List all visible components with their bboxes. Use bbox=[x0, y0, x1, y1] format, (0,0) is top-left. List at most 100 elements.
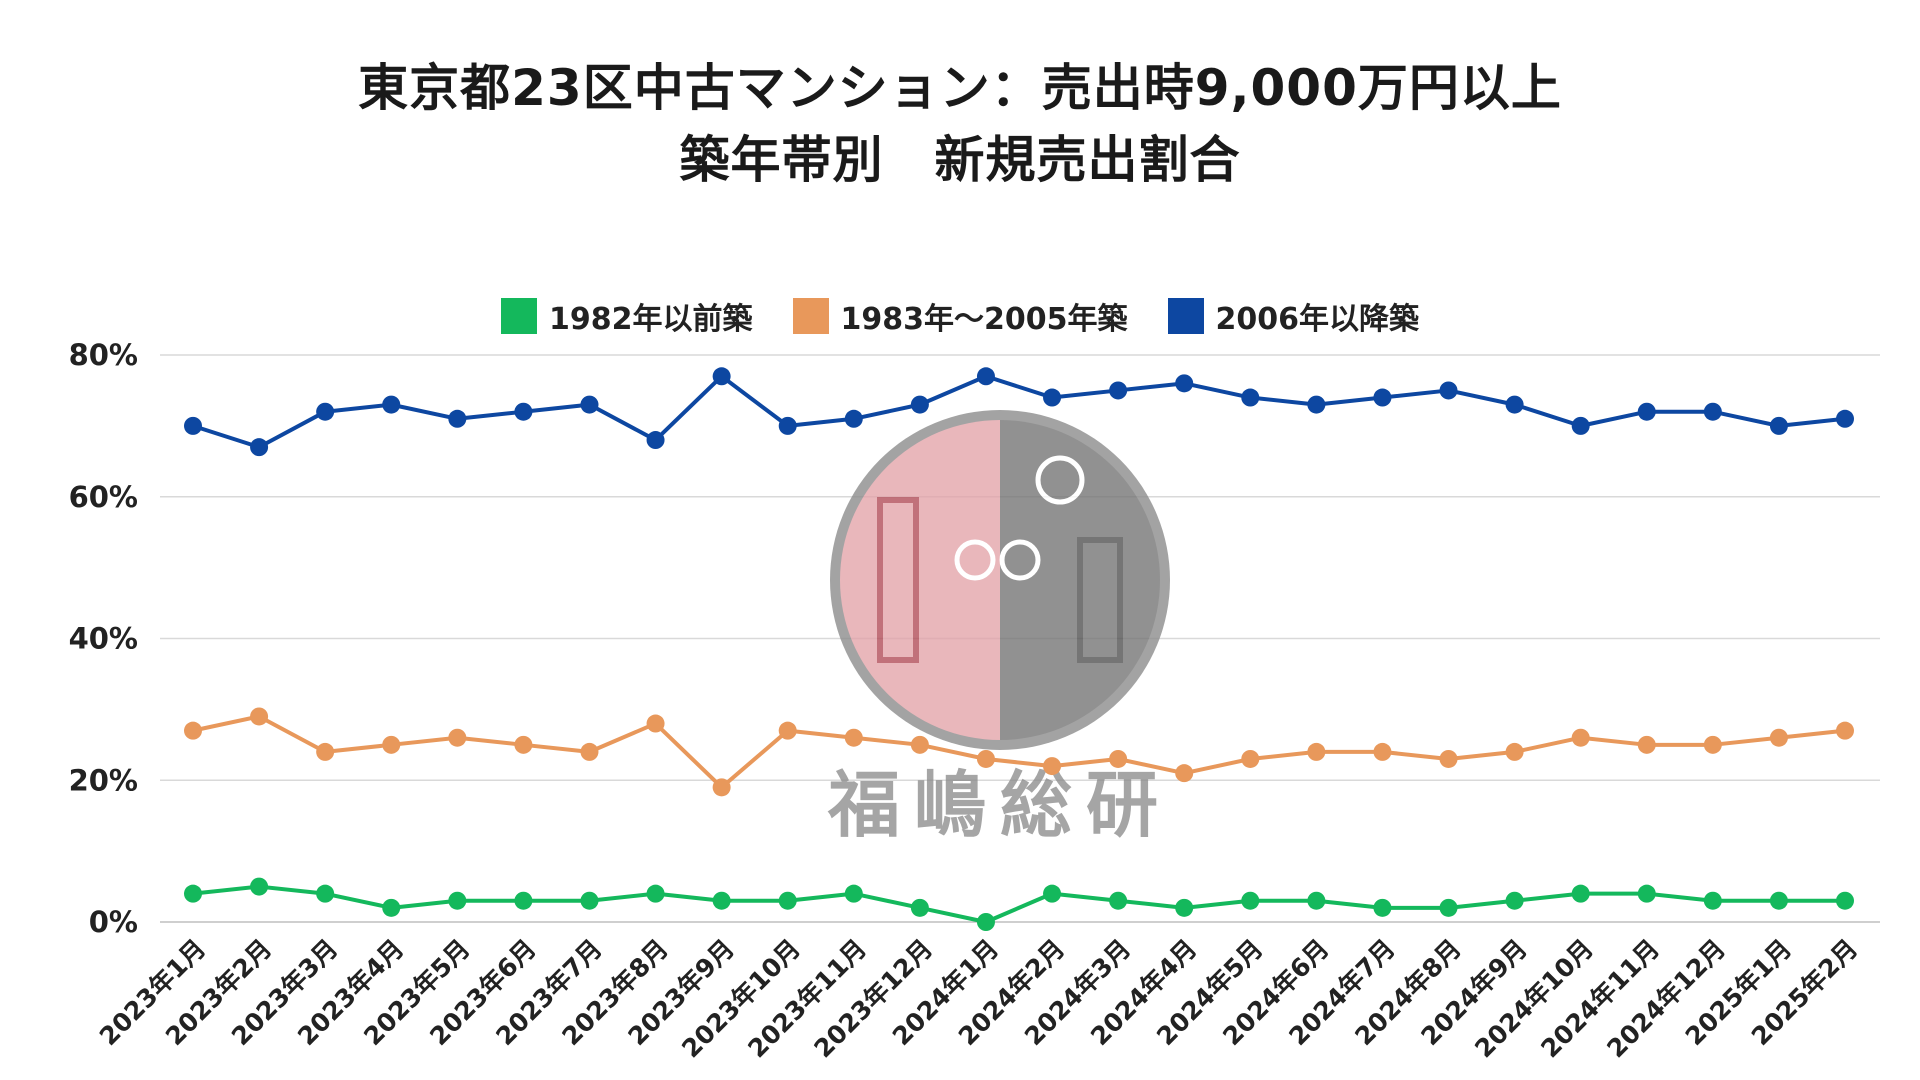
data-point bbox=[1836, 891, 1854, 910]
watermark-logo: 福嶋総研 bbox=[827, 410, 1172, 847]
data-point bbox=[1836, 721, 1854, 740]
data-point bbox=[910, 735, 929, 754]
y-tick-label: 0% bbox=[89, 905, 138, 939]
data-point bbox=[1439, 749, 1458, 768]
data-point bbox=[580, 742, 599, 761]
legend-label-1982: 1982年以前築 bbox=[549, 302, 753, 337]
data-point bbox=[580, 395, 599, 414]
data-point bbox=[1769, 728, 1788, 747]
data-point bbox=[646, 884, 665, 903]
data-point bbox=[1769, 416, 1788, 435]
data-point bbox=[250, 877, 269, 896]
data-point bbox=[1703, 402, 1722, 421]
data-point bbox=[1637, 884, 1656, 903]
data-point bbox=[1439, 898, 1458, 917]
legend-label-2006: 2006年以降築 bbox=[1215, 302, 1420, 337]
chart-legend: 1982年以前築 1983年～2005年築 2006年以降築 bbox=[0, 294, 1920, 338]
data-point bbox=[316, 884, 335, 903]
data-point bbox=[580, 891, 599, 910]
data-point bbox=[844, 728, 863, 747]
watermark-glasses-left bbox=[954, 539, 996, 581]
watermark-text: 福嶋総研 bbox=[827, 763, 1172, 847]
y-tick-label: 40% bbox=[69, 622, 138, 656]
watermark-building-left bbox=[877, 497, 919, 663]
data-point bbox=[1439, 381, 1458, 400]
data-point bbox=[1043, 757, 1062, 776]
data-point bbox=[646, 431, 665, 450]
y-axis-ticks: 0% 20% 40% 60% 80% bbox=[69, 338, 138, 939]
legend-swatch-1983-2005 bbox=[792, 298, 829, 334]
series-group bbox=[184, 367, 1854, 931]
data-point bbox=[1571, 884, 1590, 903]
data-point bbox=[1703, 735, 1722, 754]
data-point bbox=[382, 898, 401, 917]
data-point bbox=[1505, 395, 1524, 414]
legend-swatch-1982 bbox=[501, 298, 537, 334]
chart-title: 東京都23区中古マンション：売出時9,000万円以上 築年帯別 新規売出割合 bbox=[0, 52, 1920, 196]
data-point bbox=[1241, 749, 1260, 768]
data-point bbox=[712, 367, 731, 386]
data-point bbox=[976, 913, 995, 931]
data-point bbox=[250, 438, 269, 457]
series-line bbox=[192, 884, 1845, 924]
data-point bbox=[1373, 742, 1392, 761]
data-point bbox=[514, 891, 533, 910]
data-point bbox=[1175, 898, 1194, 917]
series-line bbox=[192, 714, 1846, 790]
data-point bbox=[448, 728, 467, 747]
data-point bbox=[514, 735, 533, 754]
x-axis-ticks: 2023年1月2023年2月2023年3月2023年4月2023年5月2023年… bbox=[94, 934, 1863, 1064]
data-point bbox=[382, 395, 401, 414]
data-point bbox=[514, 402, 533, 421]
data-point bbox=[1703, 891, 1722, 910]
data-point bbox=[1109, 891, 1128, 910]
watermark-gear-icon bbox=[1035, 455, 1085, 505]
data-point bbox=[1175, 374, 1194, 393]
data-point bbox=[1571, 728, 1590, 747]
data-point bbox=[1505, 742, 1524, 761]
data-point bbox=[712, 778, 731, 797]
data-point bbox=[1241, 388, 1260, 407]
data-point bbox=[778, 416, 797, 435]
data-point bbox=[844, 409, 863, 428]
series-2 bbox=[184, 707, 1854, 797]
data-point bbox=[448, 891, 467, 910]
data-point bbox=[1307, 742, 1326, 761]
data-point bbox=[910, 898, 929, 917]
data-point bbox=[646, 714, 665, 733]
data-point bbox=[250, 707, 269, 726]
data-point bbox=[1373, 898, 1392, 917]
data-point bbox=[1109, 381, 1128, 400]
data-point bbox=[1571, 416, 1590, 435]
data-point bbox=[1373, 388, 1392, 407]
data-point bbox=[316, 402, 335, 421]
data-point bbox=[184, 721, 202, 740]
y-tick-label: 80% bbox=[69, 338, 138, 372]
legend-item-1983-2005: 1983年～2005年築 bbox=[792, 294, 1128, 338]
data-point bbox=[778, 891, 797, 910]
data-point bbox=[448, 409, 467, 428]
data-point bbox=[844, 884, 863, 903]
data-point bbox=[184, 884, 202, 903]
data-point bbox=[910, 395, 929, 414]
chart-title-line-2: 築年帯別 新規売出割合 bbox=[679, 131, 1241, 189]
series-3 bbox=[184, 367, 1854, 457]
legend-item-1982: 1982年以前築 bbox=[501, 294, 753, 338]
data-point bbox=[1505, 891, 1524, 910]
data-point bbox=[1043, 884, 1062, 903]
watermark-building-right bbox=[1077, 537, 1123, 663]
data-point bbox=[1836, 409, 1854, 428]
series-1 bbox=[184, 877, 1854, 931]
legend-swatch-2006 bbox=[1167, 298, 1204, 334]
series-line bbox=[192, 374, 1846, 450]
watermark-glasses-right bbox=[999, 539, 1041, 581]
data-point bbox=[1241, 891, 1260, 910]
data-point bbox=[1307, 395, 1326, 414]
data-point bbox=[1175, 764, 1194, 783]
data-point bbox=[778, 721, 797, 740]
y-tick-label: 60% bbox=[69, 480, 138, 514]
data-point bbox=[382, 735, 401, 754]
data-point bbox=[976, 749, 995, 768]
data-point bbox=[184, 416, 202, 435]
